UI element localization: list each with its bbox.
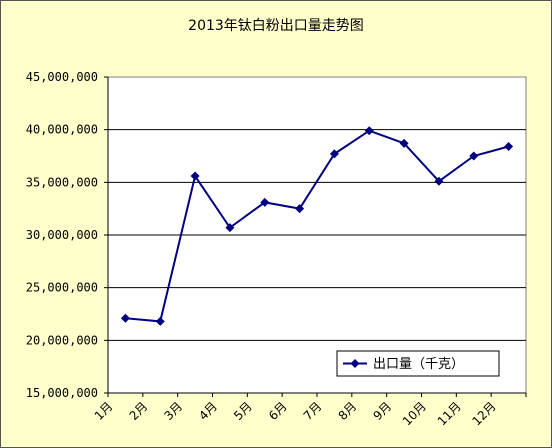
y-tick-label: 20,000,000 bbox=[26, 333, 98, 347]
x-tick-label: 11月 bbox=[435, 399, 464, 428]
data-point bbox=[260, 197, 270, 207]
legend-label: 出口量（千克） bbox=[373, 357, 464, 372]
x-tick-label: 7月 bbox=[301, 399, 325, 423]
x-tick-label: 4月 bbox=[196, 399, 220, 423]
data-point bbox=[329, 149, 339, 159]
series-line bbox=[125, 129, 509, 323]
data-point bbox=[225, 223, 235, 233]
x-tick-label: 1月 bbox=[92, 399, 116, 423]
y-tick-label: 35,000,000 bbox=[26, 175, 98, 189]
legend-marker bbox=[350, 359, 360, 368]
data-point bbox=[155, 316, 165, 326]
y-tick-label: 45,000,000 bbox=[26, 70, 98, 84]
x-tick-label: 5月 bbox=[231, 399, 255, 423]
x-tick-label: 3月 bbox=[161, 399, 185, 423]
x-tick-label: 8月 bbox=[336, 399, 360, 423]
y-tick-label: 30,000,000 bbox=[26, 228, 98, 242]
data-point bbox=[504, 142, 514, 152]
x-tick-label: 12月 bbox=[470, 399, 499, 428]
y-tick-label: 25,000,000 bbox=[26, 281, 98, 295]
x-axis-ticks: 1月 2月 3月 4月 5月 6月 7月 8月 9月 10月 11月 12月 bbox=[92, 393, 527, 428]
x-tick-label: 6月 bbox=[266, 399, 290, 423]
y-tick-label: 15,000,000 bbox=[26, 386, 98, 400]
data-point bbox=[120, 313, 130, 323]
series-group bbox=[120, 126, 514, 326]
x-tick-label: 10月 bbox=[400, 399, 429, 428]
data-point bbox=[364, 126, 374, 136]
y-axis-ticks: 15,000,000 20,000,000 25,000,000 30,000,000… bbox=[26, 70, 108, 400]
data-point bbox=[399, 138, 409, 148]
data-point bbox=[295, 204, 305, 214]
chart-title: 2013年钛白粉出口量走势图 bbox=[188, 18, 364, 34]
y-tick-label: 40,000,000 bbox=[26, 123, 98, 137]
x-tick-label: 9月 bbox=[370, 399, 394, 423]
legend: 出口量（千克） bbox=[336, 350, 500, 377]
x-tick-label: 2月 bbox=[127, 399, 151, 423]
data-point bbox=[190, 171, 200, 181]
data-point bbox=[469, 151, 479, 161]
data-point bbox=[434, 176, 444, 186]
